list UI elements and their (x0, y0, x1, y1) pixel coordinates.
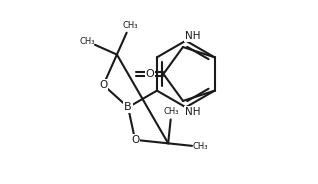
Text: CH₃: CH₃ (122, 21, 138, 30)
Text: NH: NH (185, 31, 200, 41)
Text: CH₃: CH₃ (192, 142, 208, 151)
Text: CH₃: CH₃ (80, 37, 95, 46)
Text: O: O (131, 135, 139, 145)
Text: O: O (99, 80, 107, 90)
Text: O: O (145, 69, 154, 79)
Text: B: B (124, 102, 132, 112)
Text: NH: NH (185, 107, 200, 117)
Text: CH₃: CH₃ (164, 107, 179, 116)
